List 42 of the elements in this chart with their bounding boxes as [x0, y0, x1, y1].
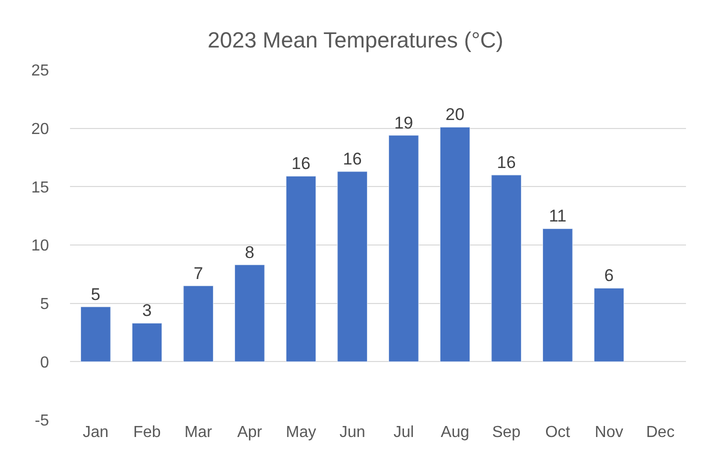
data-label: 5 — [90, 284, 100, 304]
x-tick-label: Oct — [545, 424, 571, 441]
x-tick-label: Sep — [492, 424, 521, 441]
x-tick-label: Apr — [237, 424, 263, 441]
data-label: 19 — [394, 113, 414, 132]
y-tick-label: 5 — [40, 296, 50, 313]
x-tick-label: May — [286, 424, 316, 441]
x-tick-label: Jan — [82, 424, 109, 441]
x-tick-label: Dec — [646, 424, 675, 441]
bar — [491, 174, 522, 362]
data-label: 16 — [292, 154, 310, 174]
bar — [337, 171, 368, 362]
x-tick-label: Nov — [594, 424, 624, 441]
bar — [594, 288, 624, 362]
bar — [542, 228, 573, 362]
bar — [286, 176, 316, 362]
data-label: 8 — [244, 242, 254, 262]
chart-title: 2023 Mean Temperatures (°C) — [208, 28, 504, 53]
bar — [440, 126, 470, 362]
data-label: 16 — [342, 150, 362, 168]
bar — [183, 286, 214, 362]
data-label: 11 — [548, 206, 566, 226]
y-tick-label: 15 — [31, 179, 50, 196]
data-label: 20 — [446, 105, 464, 124]
bar — [132, 322, 162, 362]
y-tick-label: 0 — [40, 354, 50, 372]
x-tick-label: Jun — [339, 424, 366, 441]
x-tick-label: Jul — [393, 424, 414, 441]
data-label: 16 — [496, 153, 516, 172]
bar — [388, 135, 419, 362]
y-tick-label: 25 — [31, 62, 50, 80]
data-label: 6 — [604, 266, 614, 286]
x-tick-label: Mar — [184, 424, 213, 441]
y-tick-label: 20 — [31, 120, 50, 138]
data-label: 3 — [142, 301, 152, 320]
data-label: 7 — [194, 264, 204, 283]
bar — [234, 264, 265, 362]
x-tick-label: Aug — [440, 424, 470, 441]
y-tick-label: -5 — [34, 412, 50, 430]
y-tick-label: 10 — [31, 238, 50, 255]
bar — [80, 306, 111, 362]
x-tick-label: Feb — [133, 424, 161, 441]
